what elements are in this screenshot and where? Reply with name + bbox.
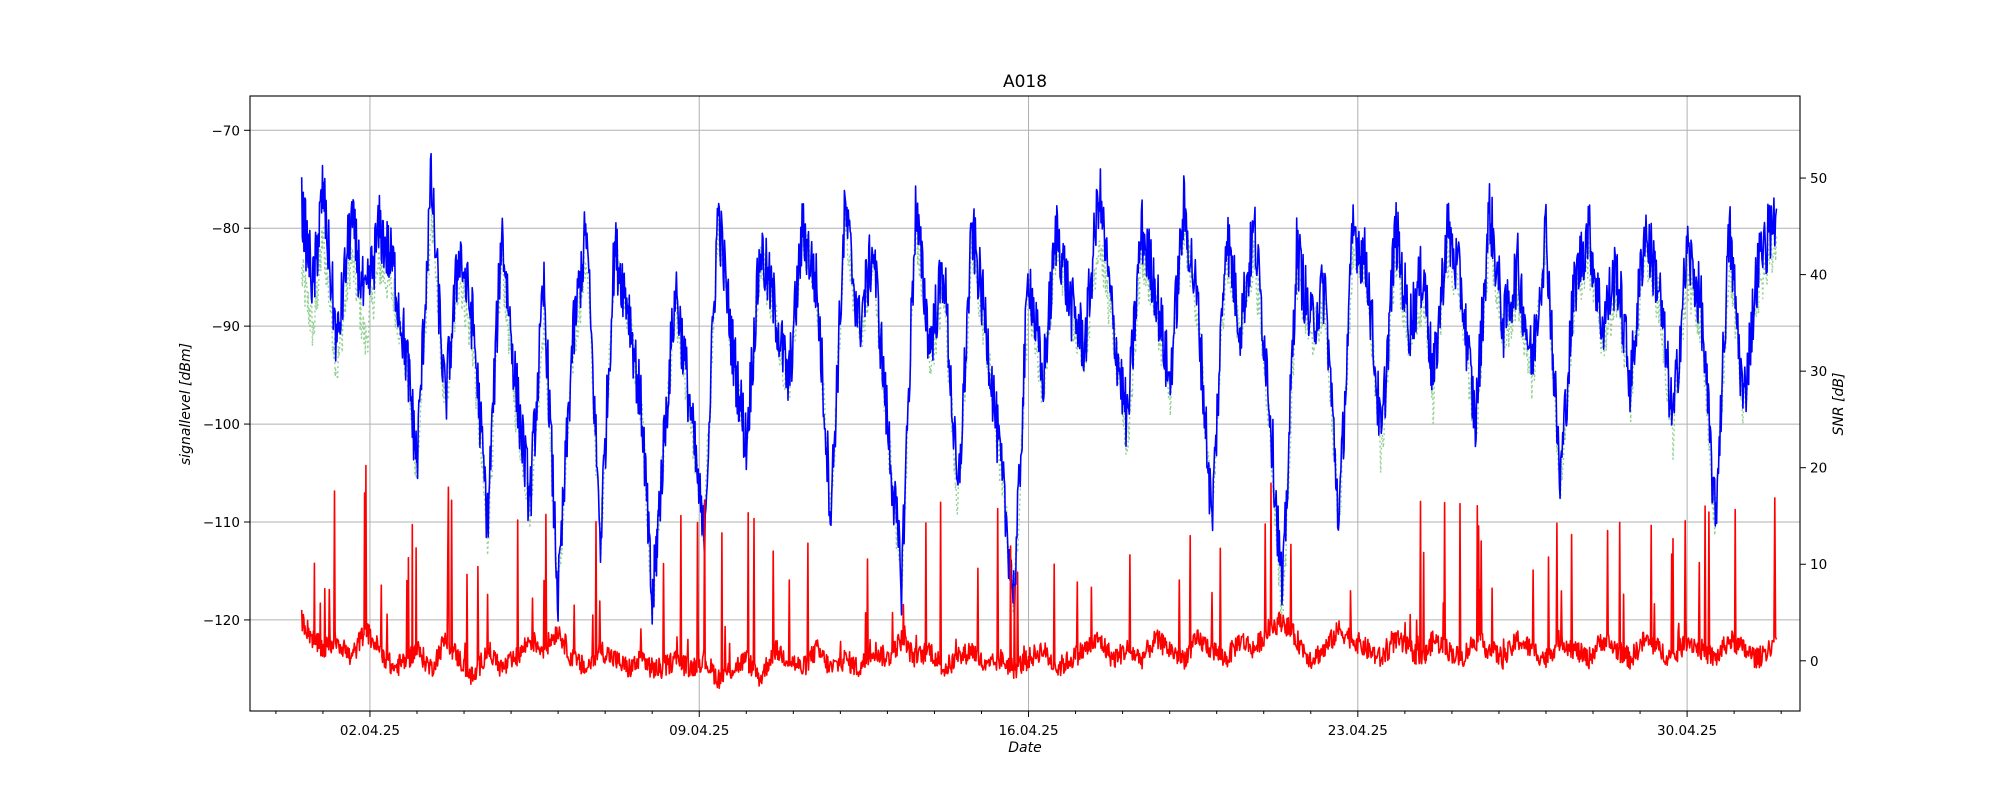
series-layer (300, 152, 1778, 690)
y-right-tick-label: 10 (1810, 557, 1827, 573)
y-left-tick-label: −120 (203, 613, 240, 629)
y-right-tick-label: 30 (1810, 364, 1827, 380)
plot-frame (249, 95, 1801, 712)
y-left-tick-label: −80 (212, 221, 241, 237)
y-right-tick-label: 50 (1810, 171, 1827, 187)
y-axis-label-left: signallevel [dBm] (178, 343, 194, 465)
y-right-tick-label: 20 (1810, 461, 1827, 477)
y-right-tick-label: 40 (1810, 268, 1827, 284)
x-tick-label: 02.04.25 (340, 723, 400, 739)
y-left-tick-label: −110 (203, 515, 240, 531)
x-tick-label: 16.04.25 (998, 723, 1058, 739)
chart-title: A018 (1003, 72, 1047, 92)
y-left-tick-label: −90 (212, 319, 241, 335)
x-tick-label: 30.04.25 (1657, 723, 1717, 739)
y-left-tick-label: −70 (212, 123, 241, 139)
y-axis-label-right: SNR [dB] (1831, 373, 1847, 436)
signal-series-line (300, 152, 1778, 630)
x-tick-label: 23.04.25 (1328, 723, 1388, 739)
axes: 02.04.25 09.04.25 16.04.25 23.04.25 30.04.25… (203, 123, 1827, 739)
noise-series-line (300, 464, 1778, 690)
y-right-tick-label: 0 (1810, 654, 1819, 670)
x-tick-label: 09.04.25 (669, 723, 729, 739)
snr-series-line (301, 203, 1778, 625)
y-left-tick-label: −100 (203, 417, 240, 433)
x-axis-label: Date (1008, 740, 1041, 756)
